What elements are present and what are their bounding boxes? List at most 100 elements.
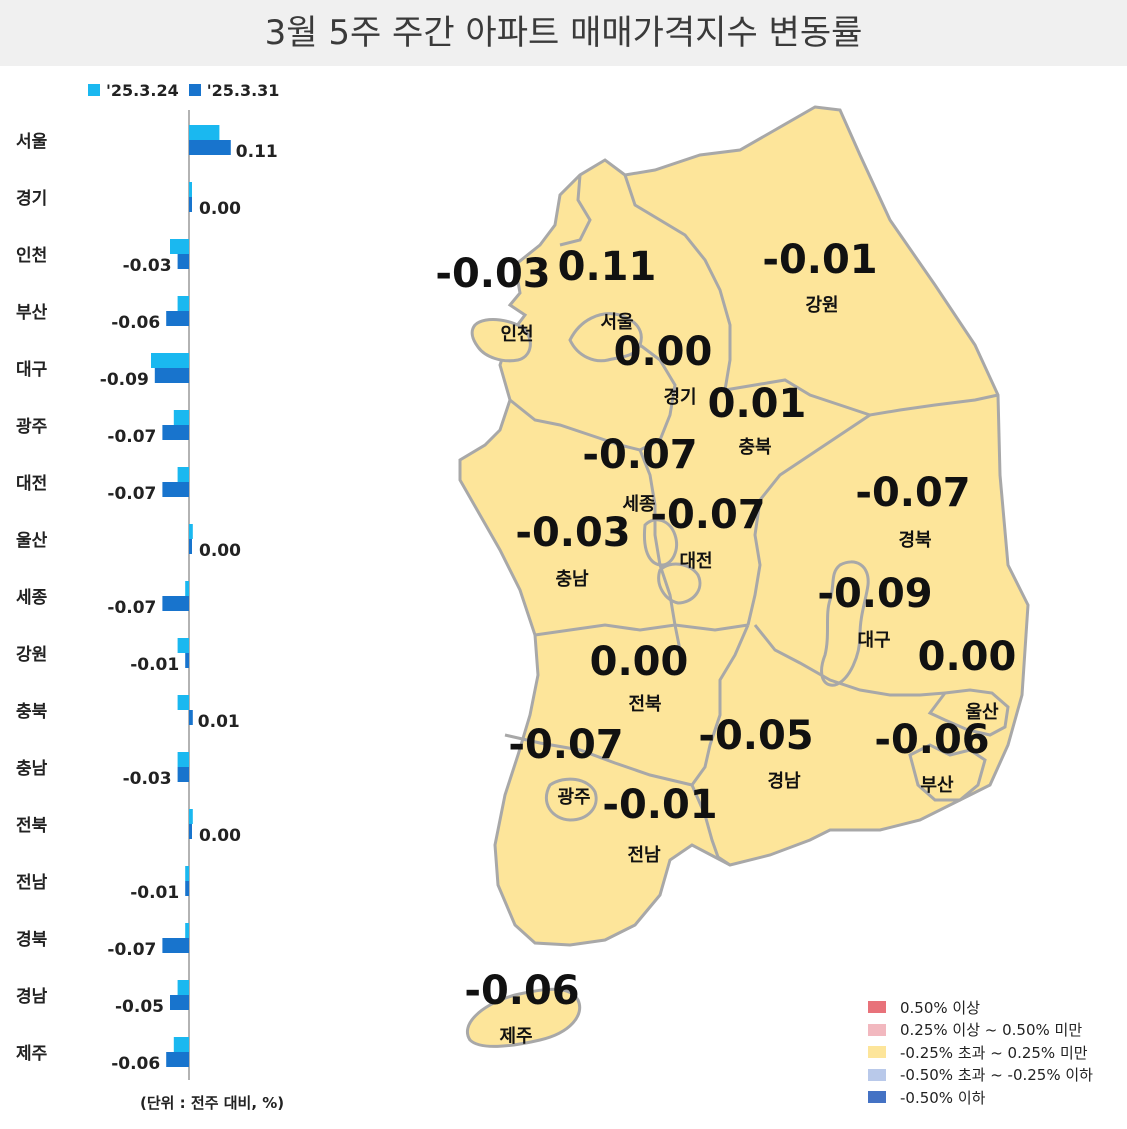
map-legend-label: 0.50% 이상 <box>900 998 981 1017</box>
bar <box>162 938 189 953</box>
map-legend-label: -0.25% 초과 ~ 0.25% 미만 <box>900 1043 1088 1062</box>
region-name: 경기 <box>663 387 696 408</box>
region-value: -0.03 <box>435 251 550 297</box>
map-legend-item: -0.25% 초과 ~ 0.25% 미만 <box>868 1041 1093 1064</box>
bar <box>151 353 189 368</box>
region-name: 울산 <box>965 702 999 723</box>
bar <box>170 995 189 1010</box>
category-label: 경북 <box>16 930 48 950</box>
bar <box>177 467 189 482</box>
map-legend-swatch <box>868 1068 886 1081</box>
category-label: 울산 <box>16 531 48 551</box>
bar <box>189 197 192 212</box>
data-label: 0.00 <box>199 541 241 561</box>
legend-label-curr: '25.3.31 <box>206 80 280 100</box>
region-name: 대구 <box>857 630 890 651</box>
data-label: -0.07 <box>107 940 156 960</box>
region-border <box>690 784 731 867</box>
data-label: -0.07 <box>107 484 156 504</box>
mainland-shape <box>458 105 1030 947</box>
region-value: -0.07 <box>855 470 970 516</box>
category-label: 제주 <box>16 1044 48 1064</box>
bar <box>162 596 189 611</box>
map-legend-item: -0.50% 초과 ~ -0.25% 이하 <box>868 1064 1093 1087</box>
map-borders <box>504 174 1010 867</box>
bar <box>189 824 192 839</box>
region-value: -0.01 <box>602 782 717 828</box>
region-name: 경남 <box>767 771 801 792</box>
category-label: 경기 <box>16 189 47 209</box>
legend-swatch-prev <box>88 84 100 96</box>
region-name: 제주 <box>499 1026 532 1047</box>
data-label: 0.00 <box>199 199 241 219</box>
bar <box>177 980 189 995</box>
bar <box>177 254 189 269</box>
region-value: -0.05 <box>698 713 813 759</box>
bar <box>166 1052 189 1067</box>
region-name: 부산 <box>920 775 954 796</box>
region-border <box>544 777 598 822</box>
region-name: 전남 <box>627 845 661 866</box>
category-label: 서울 <box>16 132 48 152</box>
region-name: 광주 <box>557 787 590 808</box>
series-legend: '25.3.24 '25.3.31 <box>88 78 279 102</box>
category-label: 강원 <box>16 645 47 665</box>
bar <box>177 767 189 782</box>
region-value: -0.07 <box>508 722 623 768</box>
map-legend-label: -0.50% 초과 ~ -0.25% 이하 <box>900 1066 1093 1085</box>
region-value: 0.00 <box>614 329 713 375</box>
category-label: 인천 <box>16 246 47 266</box>
bar <box>177 695 189 710</box>
data-label: -0.06 <box>111 313 160 333</box>
category-label: 충남 <box>16 759 48 779</box>
chart-title: 3월 5주 주간 아파트 매매가격지수 변동률 <box>264 13 863 53</box>
map-shapes <box>458 105 1030 1048</box>
bar <box>162 482 189 497</box>
region-border <box>657 562 702 605</box>
bar <box>170 239 189 254</box>
region-border <box>908 743 987 802</box>
legend-swatch-curr <box>188 84 201 96</box>
bar-chart: 서울 0.11 경기 0.00 인천 -0.03 부산 -0.06 대구 -0.09 광주 -0.07… <box>16 110 278 1080</box>
region-border <box>559 174 592 247</box>
bar <box>189 524 193 539</box>
legend-item-curr: '25.3.31 <box>188 80 280 100</box>
unit-note: (단위 : 전주 대비, %) <box>140 1094 285 1112</box>
map-legend-label: -0.50% 이하 <box>900 1088 986 1107</box>
bar <box>162 425 189 440</box>
category-label: 충북 <box>16 702 48 722</box>
category-label: 광주 <box>16 417 48 437</box>
map-legend-item: 0.25% 이상 ~ 0.50% 미만 <box>868 1019 1093 1042</box>
bar <box>189 125 220 140</box>
map-legend-swatch <box>868 1023 886 1036</box>
region-value: 0.00 <box>918 634 1017 680</box>
region-border <box>509 398 641 452</box>
bar <box>189 182 192 197</box>
category-label: 전남 <box>16 873 48 893</box>
data-label: -0.03 <box>123 256 172 276</box>
data-label: 0.11 <box>236 142 278 162</box>
region-name: 충북 <box>738 437 771 458</box>
region-border <box>724 378 999 417</box>
region-border <box>820 560 870 687</box>
category-label: 전북 <box>16 816 48 836</box>
data-label: -0.01 <box>130 655 179 675</box>
map-legend-swatch <box>868 1091 886 1104</box>
region-value: 0.11 <box>558 244 657 290</box>
bar <box>185 581 189 596</box>
map-legend-swatch <box>868 1046 886 1059</box>
region-border <box>690 624 750 786</box>
bar <box>189 539 192 554</box>
bar <box>189 140 231 155</box>
region-name: 충남 <box>555 569 589 590</box>
jeju-shape <box>465 987 582 1048</box>
region-name: 경북 <box>898 530 931 551</box>
region-value: -0.06 <box>874 717 989 763</box>
bar <box>185 653 189 668</box>
region-name: 인천 <box>500 324 533 345</box>
map-legend-item: -0.50% 이하 <box>868 1086 1093 1109</box>
region-border <box>623 174 732 391</box>
map-legend: 0.50% 이상 0.25% 이상 ~ 0.50% 미만 -0.25% 초과 ~ 0… <box>868 996 1093 1109</box>
